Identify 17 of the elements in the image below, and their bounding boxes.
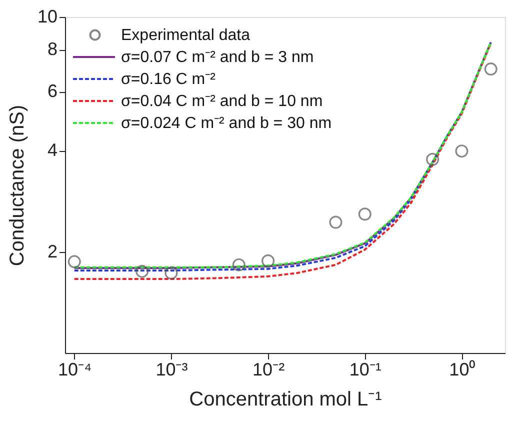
x-tick-label: 10⁻³	[156, 360, 188, 380]
x-tick-label: 10⁻⁴	[58, 360, 92, 380]
x-tick-label: 10⁻²	[252, 360, 285, 380]
legend-label: σ=0.04 C m⁻² and b = 10 nm	[121, 93, 323, 110]
legend-label: Experimental data	[121, 27, 250, 44]
y-tick-label: 4	[47, 140, 58, 160]
x-axis-title: Concentration mol L⁻¹	[189, 388, 382, 410]
x-tick-label: 10⁰	[449, 360, 476, 380]
y-tick-label: 8	[47, 39, 58, 60]
y-tick-label: 10	[37, 6, 58, 26]
y-tick-label: 6	[47, 81, 58, 102]
y-tick-label: 2	[47, 241, 58, 262]
x-tick-label: 10⁻¹	[349, 360, 382, 380]
y-axis-title: Conductance (nS)	[6, 104, 28, 266]
legend-label: σ=0.16 C m⁻²	[121, 71, 216, 88]
legend-label: σ=0.07 C m⁻² and b = 3 nm	[121, 49, 314, 66]
legend-label: σ=0.024 C m⁻² and b = 30 nm	[121, 115, 332, 132]
